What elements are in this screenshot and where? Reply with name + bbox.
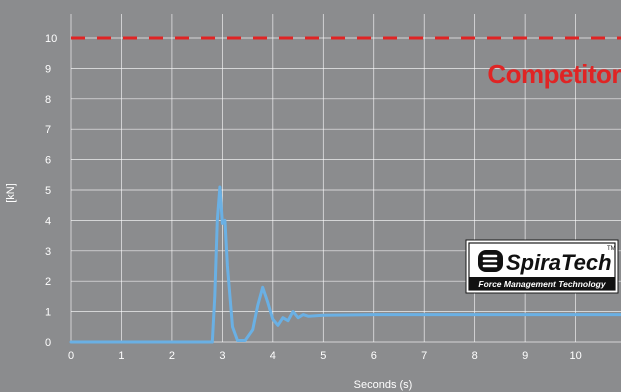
x-tick-label: 9 (522, 350, 528, 362)
y-axis: 0 1 2 3 4 5 6 7 8 9 10 (45, 33, 57, 349)
y-axis-label: [kN] (5, 183, 17, 203)
y-tick-label: 8 (45, 94, 51, 106)
force-series-line (69, 185, 621, 344)
y-tick-label: 5 (45, 185, 51, 197)
x-tick-label: 10 (569, 350, 581, 362)
x-tick-label: 7 (421, 350, 427, 362)
y-tick-label: 9 (45, 63, 51, 75)
logo-tagline: Force Management Technology (478, 279, 606, 289)
y-tick-label: 7 (45, 124, 51, 136)
logo-trademark: TM (607, 246, 616, 252)
y-tick-label: 3 (45, 246, 51, 258)
y-tick-label: 0 (45, 337, 51, 349)
competitor-label: Competitor (487, 59, 621, 89)
y-tick-label: 2 (45, 276, 51, 288)
y-tick-label: 4 (45, 215, 51, 227)
x-tick-label: 6 (371, 350, 377, 362)
logo-brand: SpiraTech (506, 250, 612, 275)
x-tick-label: 8 (472, 350, 478, 362)
y-tick-label: 1 (45, 307, 51, 319)
y-tick-label: 10 (45, 33, 57, 45)
x-tick-label: 4 (270, 350, 276, 362)
spiratech-logo: SpiraTech TM Force Management Technology (465, 239, 619, 294)
x-tick-label: 2 (169, 350, 175, 362)
y-tick-label: 6 (45, 155, 51, 167)
x-tick-label: 5 (320, 350, 326, 362)
x-axis-label: Seconds (s) (354, 379, 413, 391)
series-layer (69, 36, 621, 344)
x-tick-label: 1 (118, 350, 124, 362)
x-tick-label: 3 (219, 350, 225, 362)
x-axis: 0 1 2 3 4 5 6 7 8 9 10 (68, 350, 582, 362)
spiratech-emblem-icon (478, 250, 503, 272)
x-tick-label: 0 (68, 350, 74, 362)
